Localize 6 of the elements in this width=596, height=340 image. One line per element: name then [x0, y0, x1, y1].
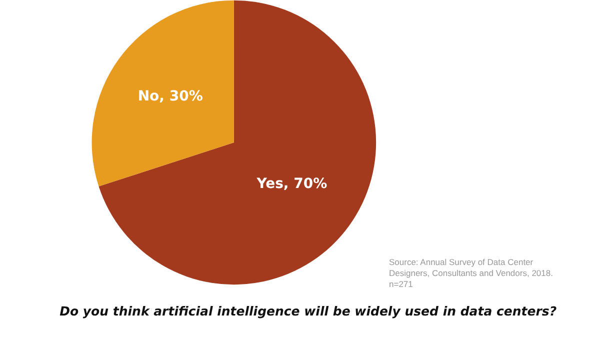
slice-label: No, 30% [138, 88, 203, 104]
source-note: Source: Annual Survey of Data Center Designers, Consultants and Vendors, 2018. n=271 [389, 257, 553, 290]
pie-slice [98, 0, 376, 285]
text: Do you think artificial intelligence will be widely used in data centers? [60, 303, 557, 318]
slice-label: Yes, 70% [256, 176, 328, 192]
pie-slice [92, 0, 234, 186]
